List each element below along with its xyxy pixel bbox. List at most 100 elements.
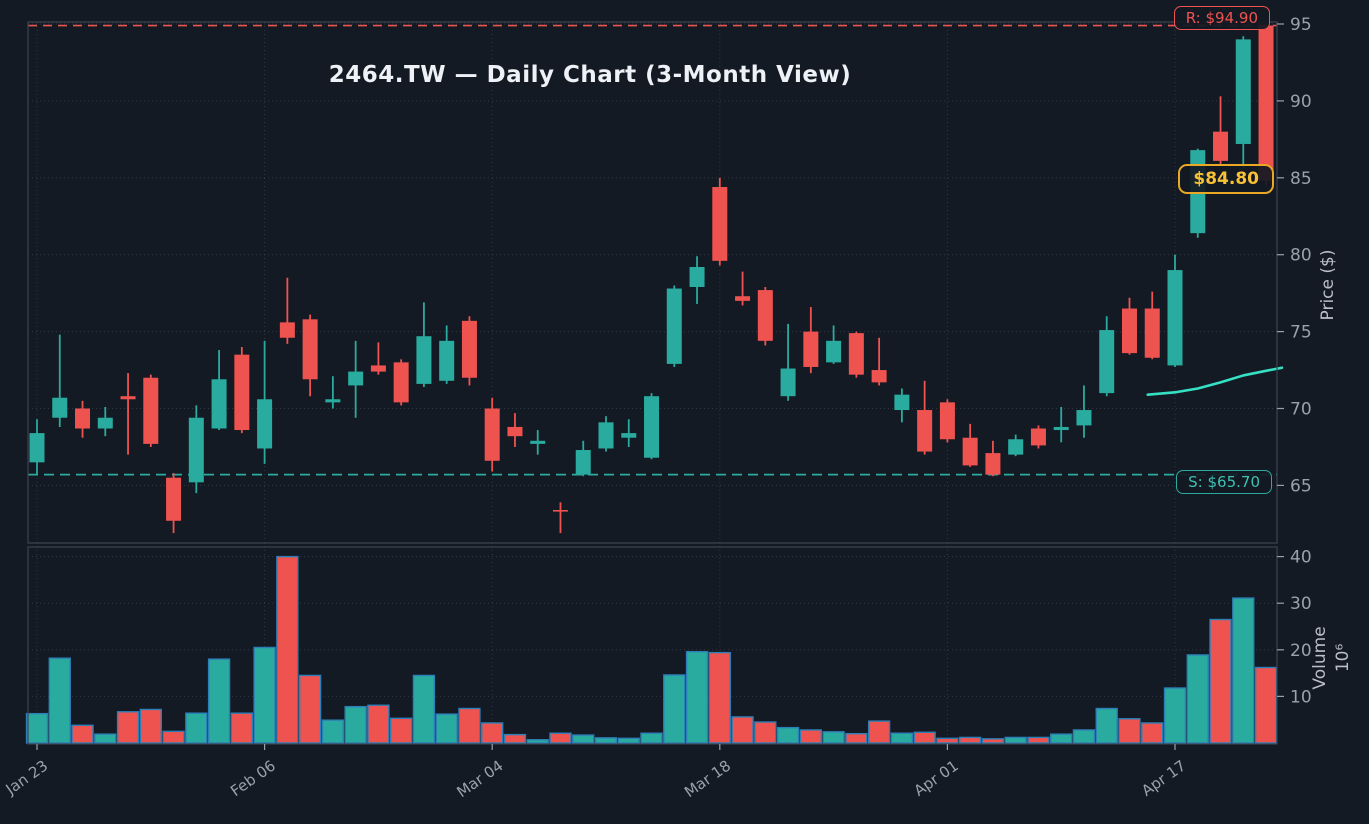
volume-bar	[94, 733, 117, 744]
volume-tick-label: 30	[1290, 594, 1312, 614]
candle-body	[917, 410, 933, 452]
volume-bar	[981, 738, 1005, 744]
candle-body	[644, 396, 660, 458]
candle-body	[257, 399, 273, 449]
candle-body	[1030, 428, 1046, 446]
volume-bar	[481, 722, 504, 744]
candle-body	[552, 510, 568, 512]
volume-bar	[389, 717, 413, 744]
volume-bar	[708, 651, 731, 744]
candle-body	[1213, 131, 1229, 161]
volume-axis-label-text: Volume	[1310, 626, 1331, 690]
volume-bar	[412, 674, 436, 744]
support-level-badge: S: $65.70	[1176, 470, 1272, 494]
candle-body	[962, 437, 978, 466]
volume-bar	[1072, 729, 1096, 744]
volume-bar	[685, 650, 709, 744]
candle-body	[279, 322, 295, 338]
volume-bar	[1095, 707, 1118, 744]
candle-body	[939, 402, 955, 440]
volume-bar	[572, 734, 595, 744]
candle-body	[1121, 308, 1137, 354]
candle-body	[302, 319, 318, 380]
candle-body	[530, 440, 546, 444]
volume-bar	[1232, 597, 1255, 744]
candle-body	[484, 408, 500, 461]
chart-title: 2464.TW — Daily Chart (3-Month View)	[328, 62, 852, 88]
volume-bar	[1004, 736, 1027, 744]
candle-body	[416, 336, 432, 384]
volume-bar	[958, 736, 982, 744]
volume-bar	[1050, 733, 1073, 744]
price-tick-label: 65	[1290, 476, 1312, 496]
candle-body	[826, 340, 842, 363]
volume-panel-border	[27, 546, 1278, 745]
volume-bar	[230, 712, 254, 744]
volume-bar	[1118, 718, 1141, 744]
volume-bar	[435, 713, 458, 744]
volume-bar	[594, 737, 618, 744]
candle-body	[985, 453, 1001, 475]
candle-body	[666, 288, 682, 364]
volume-tick-label: 40	[1290, 548, 1312, 568]
resistance-level-badge: R: $94.90	[1173, 6, 1270, 30]
volume-bar	[867, 720, 891, 744]
candle-body	[1099, 330, 1115, 394]
volume-bar	[25, 712, 49, 744]
candle-body	[1235, 39, 1251, 144]
price-axis-label: Price ($)	[1318, 249, 1338, 321]
volume-tick-label: 20	[1290, 641, 1312, 661]
volume-bar	[1027, 736, 1050, 744]
candle-body	[1258, 25, 1274, 181]
x-tick-label: Apr 17	[1138, 757, 1189, 800]
volume-bar	[48, 657, 71, 744]
volume-bar	[298, 674, 322, 744]
volume-bar	[1186, 654, 1209, 744]
candle-body	[325, 399, 341, 403]
volume-bar	[799, 729, 823, 744]
candle-body	[735, 296, 751, 301]
candle-body	[598, 422, 614, 449]
volume-bar	[754, 721, 777, 744]
volume-bar	[276, 555, 299, 744]
volume-bar	[503, 733, 527, 744]
candle-body	[348, 371, 364, 386]
volume-bar	[71, 724, 94, 744]
volume-bar	[139, 708, 162, 744]
volume-bar	[913, 731, 936, 744]
candle-body	[97, 417, 113, 429]
candle-body	[507, 426, 523, 437]
price-tick-label: 95	[1290, 15, 1312, 35]
candle-body	[780, 368, 796, 397]
candle-body	[29, 433, 45, 463]
price-tick-label: 85	[1290, 169, 1312, 189]
volume-bar	[936, 737, 959, 744]
volume-bar	[776, 726, 800, 744]
candle-body	[1053, 426, 1069, 431]
candle-body	[75, 408, 91, 429]
x-tick-label: Feb 06	[227, 757, 279, 801]
candle-body	[52, 397, 68, 418]
volume-bar	[549, 732, 572, 744]
volume-bar	[663, 674, 686, 744]
volume-bar	[344, 705, 367, 744]
volume-bar	[162, 730, 185, 744]
volume-bar	[1254, 666, 1278, 744]
candle-body	[120, 396, 136, 400]
candle-body	[848, 333, 864, 375]
x-tick-label: Mar 18	[681, 757, 734, 802]
price-tick-label: 70	[1290, 400, 1312, 420]
candle-body	[689, 267, 705, 287]
candle-body	[143, 377, 159, 444]
volume-tick-label: 10	[1290, 687, 1312, 707]
candle-body	[234, 354, 250, 431]
candle-body	[1167, 270, 1183, 366]
candle-body	[803, 331, 819, 367]
candle-body	[621, 433, 637, 438]
volume-bar	[367, 704, 390, 744]
volume-bar	[458, 707, 481, 744]
candle-body	[712, 187, 728, 261]
candle-body	[211, 379, 227, 429]
